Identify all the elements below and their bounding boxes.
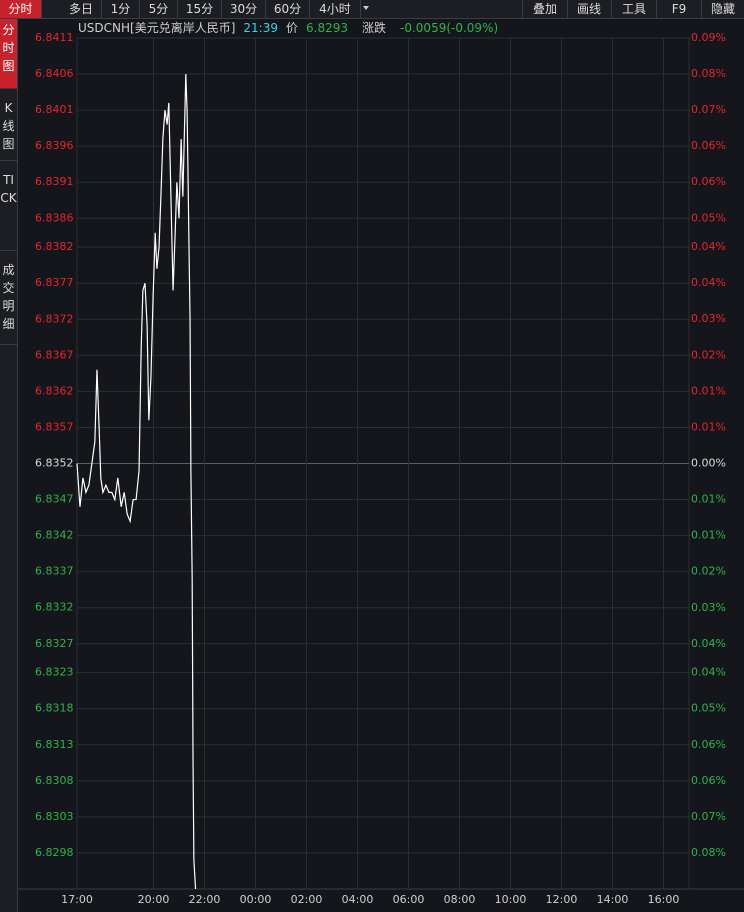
y-tick-label: 6.8337 [35,565,74,578]
price-line [76,74,197,890]
tool[interactable]: 叠加 [522,0,568,18]
dropdown-arrow[interactable] [362,4,370,12]
y2-tick-label: 0.05% [691,702,726,715]
tab[interactable]: 60分 [266,0,310,18]
x-tick-label: 22:00 [189,893,221,906]
side-tab[interactable]: K线图 [0,97,17,161]
y-tick-label: 6.8332 [35,601,74,614]
y2-tick-label: 0.00% [691,457,726,470]
y2-tick-label: 0.01% [691,528,726,541]
y2-tick-label: 0.08% [691,846,726,859]
y-tick-label: 6.8327 [35,637,74,650]
x-tick-label: 10:00 [495,893,527,906]
y2-tick-label: 0.01% [691,492,726,505]
y-tick-label: 6.8318 [35,702,74,715]
tab[interactable]: 15分 [178,0,222,18]
symbol: USDCNH[美元兑离岸人民币] [78,21,236,35]
y2-tick-label: 0.03% [691,312,726,325]
toolbar: 分时 多日 1分 5分 15分 30分 60分 4小时 叠加 画线 工具 F9 … [0,0,744,19]
y-tick-label: 6.8342 [35,529,74,542]
tab[interactable]: 5分 [140,0,178,18]
tool[interactable]: 画线 [567,0,612,18]
y2-tick-label: 0.06% [691,175,726,188]
quote-bar: USDCNH[美元兑离岸人民币] 21:39 价 6.8293 涨跌 -0.0059(-0… [78,19,506,37]
quote-time: 21:39 [243,21,278,35]
y-tick-label: 6.8347 [35,493,74,506]
y-tick-label: 6.8313 [35,738,74,751]
y-tick-label: 6.8411 [35,31,74,44]
y-tick-label: 6.8367 [35,348,74,361]
y-tick-label: 6.8377 [35,276,74,289]
y-tick-label: 6.8372 [35,312,74,325]
x-tick-label: 20:00 [138,893,170,906]
y2-tick-label: 0.07% [691,810,726,823]
y-tick-label: 6.8308 [35,774,74,787]
tab[interactable]: 4小时 [310,0,361,18]
y2-tick-label: 0.01% [691,385,726,398]
x-tick-label: 12:00 [546,893,578,906]
y2-tick-label: 0.08% [691,67,726,80]
y2-tick-label: 0.04% [691,240,726,253]
tool[interactable]: F9 [657,0,702,18]
tool[interactable]: 工具 [612,0,657,18]
side-tab[interactable]: TICK [0,169,17,251]
y2-tick-label: 0.04% [691,637,726,650]
y2-tick-label: 0.04% [691,276,726,289]
y-tick-label: 6.8401 [35,103,74,116]
y2-tick-label: 0.06% [691,738,726,751]
y-tick-label: 6.8357 [35,420,74,433]
y2-tick-label: 0.06% [691,139,726,152]
sidebar: 分时图 K线图 TICK 成交明细 [0,19,18,912]
tab[interactable]: 分时 [0,0,42,18]
y-tick-label: 6.8406 [35,67,74,80]
x-tick-label: 02:00 [291,893,323,906]
y-tick-label: 6.8396 [35,139,74,152]
y2-tick-label: 0.02% [691,349,726,362]
y-tick-label: 6.8362 [35,384,74,397]
y2-tick-label: 0.01% [691,421,726,434]
y-tick-label: 6.8391 [35,175,74,188]
y2-tick-label: 0.06% [691,774,726,787]
y-tick-label: 6.8298 [35,846,74,859]
price-label: 价 [285,21,298,35]
y-tick-label: 6.8352 [35,457,74,470]
x-tick-label: 08:00 [444,893,476,906]
tab[interactable]: 1分 [102,0,140,18]
change: -0.0059(-0.09%) [400,21,499,35]
y2-tick-label: 0.02% [691,564,726,577]
x-tick-label: 16:00 [648,893,680,906]
tab[interactable]: 30分 [222,0,266,18]
y-tick-label: 6.8323 [35,666,74,679]
tab[interactable]: 多日 [61,0,102,18]
x-tick-label: 17:00 [61,893,93,906]
y-tick-label: 6.8386 [35,211,74,224]
tool[interactable]: 隐藏 [710,2,735,16]
change-label: 涨跌 [362,21,387,35]
y2-tick-label: 0.05% [691,211,726,224]
y2-tick-label: 0.04% [691,666,726,679]
price: 6.8293 [306,21,348,35]
x-tick-label: 14:00 [597,893,629,906]
x-tick-label: 00:00 [240,893,272,906]
y-tick-label: 6.8382 [35,240,74,253]
side-tab[interactable]: 分时图 [0,19,17,89]
x-tick-label: 04:00 [342,893,374,906]
x-tick-label: 06:00 [393,893,425,906]
y-tick-label: 6.8303 [35,810,74,823]
y2-tick-label: 0.09% [691,31,726,44]
y2-tick-label: 0.07% [691,103,726,116]
side-tab[interactable]: 成交明细 [0,259,17,345]
y2-tick-label: 0.03% [691,601,726,614]
